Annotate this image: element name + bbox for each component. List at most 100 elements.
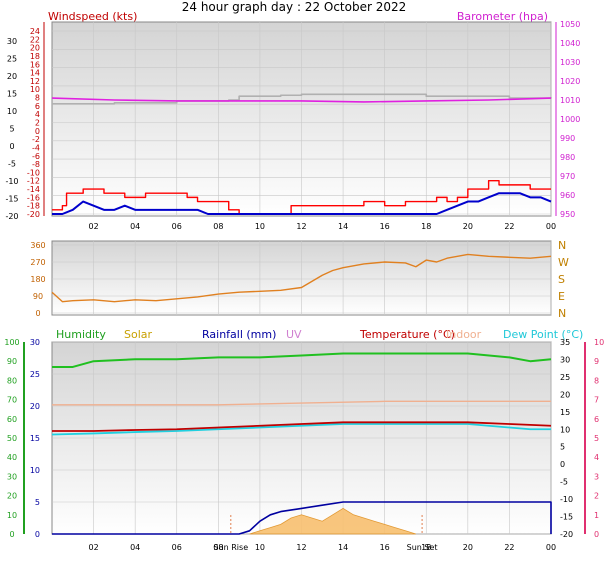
rain-left-tick: 15 — [30, 434, 40, 443]
wind-left-tick: 14 — [30, 69, 40, 78]
solar-area — [249, 507, 416, 535]
temp-right-tick: 20 — [560, 390, 570, 399]
temp-right-tick: -10 — [560, 495, 573, 504]
temp-x-tick: 22 — [504, 543, 514, 552]
temp-x-tick: 02 — [88, 543, 98, 552]
wind-x-tick: 16 — [380, 222, 390, 231]
direction-left-tick: 270 — [30, 258, 45, 267]
baro-right-tick: 1000 — [560, 115, 580, 124]
humidity-outer-tick: 30 — [7, 472, 17, 481]
wind-x-tick: 02 — [88, 222, 98, 231]
dewpoint-line — [51, 423, 551, 436]
temp-x-tick: 12 — [296, 543, 306, 552]
temp-outer-tick: 8 — [594, 376, 599, 385]
temp-right-tick: -20 — [560, 530, 573, 539]
rainfall-line — [52, 501, 552, 535]
temp-right-tick: -15 — [560, 513, 573, 522]
temp-outer-tick: 1 — [594, 511, 599, 520]
temp-right-tick: 0 — [560, 460, 565, 469]
baro-right-tick: 950 — [560, 210, 575, 219]
humidity-outer-tick: 10 — [7, 511, 17, 520]
baro-right-tick: 1050 — [560, 20, 580, 29]
temp-outer-tick: 0 — [594, 530, 599, 539]
wind-left-tick: 22 — [30, 35, 40, 44]
temp-outer-tick: 4 — [594, 453, 599, 462]
wind-left-tick: 12 — [30, 77, 40, 86]
wind-outer-tick: 5 — [9, 125, 14, 134]
wind-x-tick: 18 — [421, 222, 431, 231]
wind-outer-tick: -10 — [5, 177, 18, 186]
direction-right-tick: S — [558, 273, 565, 286]
legend-indoor: Indoor — [446, 328, 482, 341]
temp-outer-tick: 3 — [594, 472, 599, 481]
baro-right-tick: 980 — [560, 153, 575, 162]
baro-right-tick: 1010 — [560, 96, 580, 105]
direction-right-tick: N — [558, 239, 566, 252]
temp-outer-tick: 9 — [594, 357, 599, 366]
wind-direction-line — [51, 253, 552, 303]
baro-max-line — [52, 93, 552, 105]
temp-x-tick: 00 — [546, 543, 556, 552]
temp-outer-tick: 6 — [594, 415, 599, 424]
temp-outer-tick: 2 — [594, 492, 599, 501]
temp-x-tick: 16 — [380, 543, 390, 552]
temp-x-tick: 04 — [130, 543, 140, 552]
temp-right-tick: 10 — [560, 425, 570, 434]
rain-left-tick: 30 — [30, 338, 40, 347]
indoor-line — [52, 400, 551, 406]
wind-left-tick: -10 — [27, 168, 40, 177]
temp-x-tick: 18 — [421, 543, 431, 552]
legend-humidity: Humidity — [56, 328, 106, 341]
wind-outer-tick: 20 — [7, 72, 17, 81]
wind-x-tick: 10 — [255, 222, 265, 231]
temp-right-tick: 35 — [560, 338, 570, 347]
direction-left-tick: 360 — [30, 241, 45, 250]
temp-right-tick: 5 — [560, 443, 565, 452]
baro-right-tick: 960 — [560, 191, 575, 200]
wind-outer-tick: 0 — [9, 142, 14, 151]
baro-right-tick: 970 — [560, 172, 575, 181]
baro-right-tick: 1040 — [560, 39, 580, 48]
temp-right-tick: 25 — [560, 373, 570, 382]
wind-average-line — [52, 192, 552, 215]
wind-left-tick: -8 — [32, 160, 40, 169]
temp-x-tick: 14 — [338, 543, 348, 552]
wind-left-tick: 20 — [30, 44, 40, 53]
windspeed-line — [52, 180, 551, 215]
wind-outer-tick: 10 — [7, 107, 17, 116]
wind-x-tick: 04 — [130, 222, 140, 231]
wind-x-tick: 06 — [172, 222, 182, 231]
temp-right-tick: 30 — [560, 355, 570, 364]
wind-x-tick: 22 — [504, 222, 514, 231]
temp-outer-tick: 5 — [594, 434, 599, 443]
wind-outer-tick: -15 — [5, 195, 18, 204]
legend-barometer: Barometer (hpa) — [457, 10, 548, 23]
direction-right-tick: N — [558, 307, 566, 320]
rain-left-tick: 0 — [35, 530, 40, 539]
wind-left-tick: -20 — [27, 210, 40, 219]
humidity-outer-tick: 40 — [7, 453, 17, 462]
humidity-outer-tick: 90 — [7, 357, 17, 366]
legend-windspeed: Windspeed (kts) — [48, 10, 137, 23]
wind-left-tick: 0 — [35, 127, 40, 136]
wind-outer-tick: 25 — [7, 55, 17, 64]
humidity-outer-tick: 20 — [7, 492, 17, 501]
wind-x-tick: 14 — [338, 222, 348, 231]
humidity-outer-tick: 50 — [7, 434, 17, 443]
baro-right-tick: 1030 — [560, 58, 580, 67]
humidity-outer-tick: 100 — [4, 338, 19, 347]
wind-left-tick: -18 — [27, 202, 40, 211]
humidity-outer-tick: 0 — [9, 530, 14, 539]
wind-x-tick: 08 — [213, 222, 223, 231]
wind-x-tick: 00 — [546, 222, 556, 231]
rain-left-tick: 20 — [30, 402, 40, 411]
temp-right-tick: -5 — [560, 478, 568, 487]
temp-right-tick: 15 — [560, 408, 570, 417]
humidity-outer-tick: 60 — [7, 415, 17, 424]
wind-left-tick: -2 — [32, 135, 40, 144]
humidity-outer-tick: 80 — [7, 376, 17, 385]
temp-x-tick: 06 — [172, 543, 182, 552]
chart-title: 24 hour graph day : 22 October 2022 — [182, 0, 407, 14]
wind-left-tick: 10 — [30, 85, 40, 94]
